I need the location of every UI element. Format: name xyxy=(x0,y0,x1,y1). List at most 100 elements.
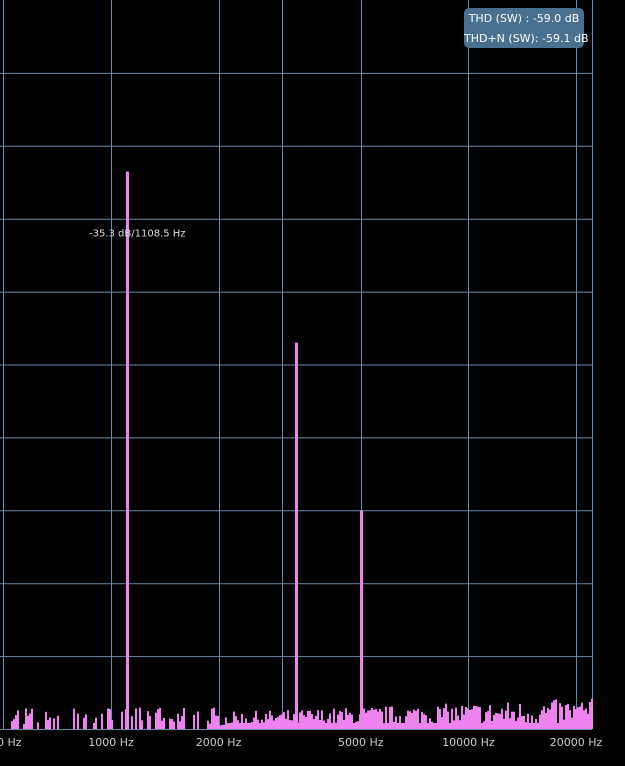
noise-bar xyxy=(225,717,227,729)
noise-bar xyxy=(173,721,175,729)
noise-bar xyxy=(49,717,51,729)
noise-bar xyxy=(139,707,141,729)
noise-bar xyxy=(487,710,489,729)
noise-bar xyxy=(567,704,569,729)
noise-bar xyxy=(47,720,49,729)
noise-bar xyxy=(411,713,413,729)
noise-bar xyxy=(53,718,55,729)
noise-bar xyxy=(217,715,219,729)
noise-bar xyxy=(493,714,495,729)
noise-bar xyxy=(585,708,587,729)
noise-bar xyxy=(447,711,449,729)
noise-bar xyxy=(293,714,295,729)
noise-bar xyxy=(279,715,281,729)
noise-bar xyxy=(591,698,593,729)
noise-bar xyxy=(197,711,199,729)
noise-bar xyxy=(555,699,557,729)
noise-bar xyxy=(177,713,179,729)
noise-bar xyxy=(547,707,549,729)
noise-bar xyxy=(455,707,457,729)
noise-bar xyxy=(409,711,411,729)
noise-bar xyxy=(423,714,425,729)
noise-bar xyxy=(73,708,75,729)
spectrum-bars xyxy=(11,171,593,730)
noise-bar xyxy=(95,717,97,729)
noise-bar xyxy=(505,710,507,729)
noise-bar xyxy=(255,710,257,729)
noise-bar xyxy=(425,715,427,729)
noise-bar xyxy=(271,715,273,729)
peak-bar xyxy=(295,342,298,729)
noise-bar xyxy=(439,708,441,729)
noise-bar xyxy=(109,709,111,729)
noise-bar xyxy=(77,713,79,729)
noise-bar xyxy=(367,710,369,729)
noise-bar xyxy=(395,716,397,729)
noise-bar xyxy=(553,700,555,729)
noise-bar xyxy=(513,711,515,729)
noise-bar xyxy=(499,713,501,729)
noise-bar xyxy=(57,715,59,729)
noise-bar xyxy=(179,721,181,729)
noise-bar xyxy=(379,708,381,729)
noise-bar xyxy=(315,715,317,729)
noise-bar xyxy=(85,714,87,729)
noise-bar xyxy=(551,702,553,729)
noise-bar xyxy=(471,709,473,729)
noise-bar xyxy=(301,710,303,729)
x-tick-label: 2000 Hz xyxy=(196,736,242,749)
noise-bar xyxy=(25,708,27,729)
noise-bar xyxy=(209,723,211,729)
noise-bar xyxy=(385,706,387,729)
noise-bar xyxy=(389,706,391,729)
noise-bar xyxy=(317,710,319,729)
noise-bar xyxy=(527,713,529,729)
noise-bar xyxy=(475,706,477,729)
noise-bar xyxy=(311,714,313,729)
noise-bar xyxy=(399,716,401,729)
noise-bar xyxy=(451,708,453,729)
noise-bar xyxy=(541,710,543,729)
noise-bar xyxy=(345,708,347,729)
noise-bar xyxy=(417,708,419,729)
noise-bar xyxy=(161,720,163,729)
noise-bar xyxy=(371,707,373,729)
noise-bar xyxy=(159,707,161,729)
noise-bar xyxy=(183,707,185,729)
noise-bar xyxy=(131,716,133,729)
noise-bar xyxy=(333,708,335,729)
noise-bar xyxy=(589,701,591,729)
noise-bar xyxy=(577,707,579,729)
x-tick-label: 5000 Hz xyxy=(338,736,384,749)
noise-bar xyxy=(507,702,509,729)
noise-bar xyxy=(15,715,17,729)
noise-bar xyxy=(559,703,561,729)
noise-bar xyxy=(305,716,307,729)
noise-bar xyxy=(101,713,103,729)
x-tick-label: 0 Hz xyxy=(0,736,22,749)
noise-bar xyxy=(545,713,547,729)
noise-bar xyxy=(543,706,545,729)
noise-bar xyxy=(461,705,463,729)
noise-bar xyxy=(415,710,417,729)
noise-bar xyxy=(573,705,575,729)
noise-bar xyxy=(363,708,365,729)
noise-bar xyxy=(381,711,383,729)
noise-bar xyxy=(565,705,567,729)
noise-bar xyxy=(141,720,143,729)
noise-bar xyxy=(233,711,235,729)
noise-bar xyxy=(341,712,343,729)
noise-bar xyxy=(457,715,459,729)
noise-bar xyxy=(155,712,157,729)
thd-value: THD (SW) : -59.0 dB xyxy=(468,12,580,25)
noise-bar xyxy=(37,722,39,729)
noise-bar xyxy=(303,715,305,729)
noise-bar xyxy=(181,716,183,729)
noise-bar xyxy=(501,708,503,729)
noise-bar xyxy=(241,714,243,729)
noise-bar xyxy=(169,718,171,729)
noise-bar xyxy=(171,718,173,729)
noise-bar xyxy=(29,713,31,729)
peak-annotation: -35.3 dB/1108.5 Hz xyxy=(89,229,186,240)
